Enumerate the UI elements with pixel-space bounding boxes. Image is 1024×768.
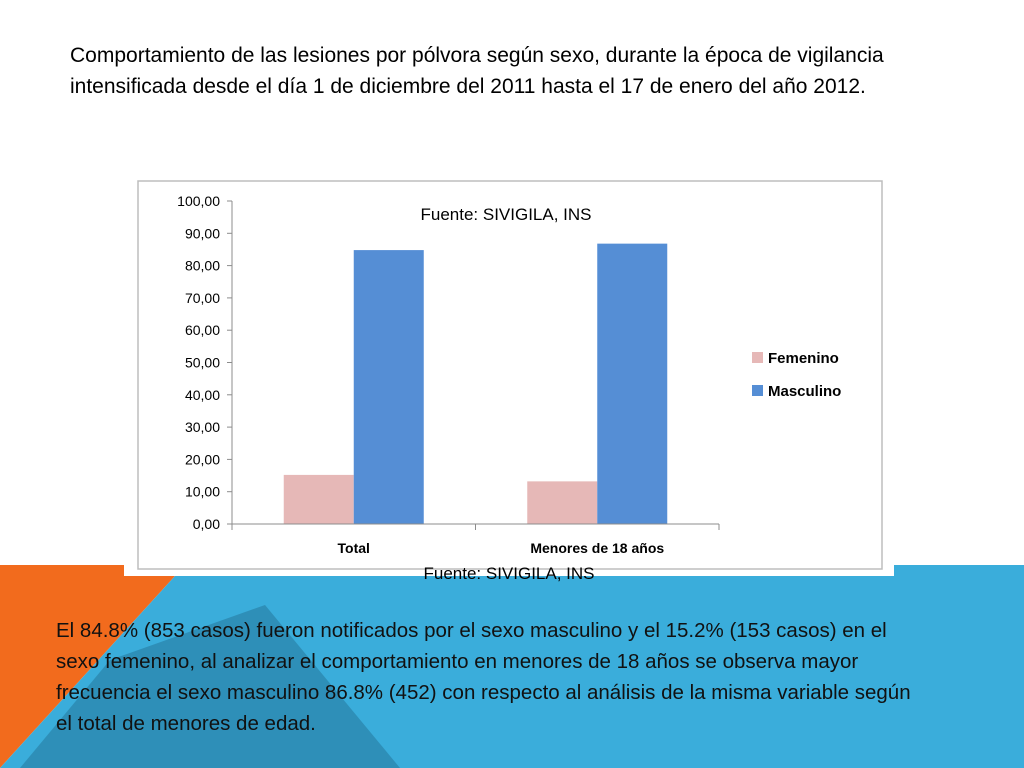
body-paragraph: El 84.8% (853 casos) fueron notificados …: [56, 619, 911, 735]
y-tick-label: 70,00: [185, 290, 220, 306]
y-tick-label: 30,00: [185, 419, 220, 435]
chart-source-note: Fuente: SIVIGILA, INS: [423, 564, 595, 583]
legend-swatch-femenino: [752, 352, 763, 363]
teal-shape: [20, 605, 400, 768]
y-tick-label: 90,00: [185, 225, 220, 241]
y-tick-label: 100,00: [177, 193, 220, 209]
y-tick-label: 10,00: [185, 484, 220, 500]
plot-border: [137, 180, 883, 570]
legend-swatch-masculino: [752, 385, 763, 396]
bar-femenino-2: [527, 481, 598, 524]
x-category-label: Total: [338, 540, 370, 556]
legend-label-masculino: Masculino: [768, 383, 841, 400]
chart-container: Fuente: SIVIGILA, INS 0,00 10,00 20,00 30,0…: [124, 176, 894, 583]
x-category-label: Menores de 18 años: [530, 540, 664, 556]
y-tick-label: 80,00: [185, 258, 220, 274]
chart-title: Fuente: SIVIGILA, INS: [420, 205, 591, 224]
slide-title: Comportamiento de las lesiones por pólvo…: [70, 44, 884, 98]
bar-femenino-1: [283, 474, 354, 524]
y-tick-label: 20,00: [185, 451, 220, 467]
y-tick-label: 60,00: [185, 322, 220, 338]
legend-label-femenino: Femenino: [768, 350, 839, 367]
y-tick-label: 50,00: [185, 355, 220, 371]
bar-masculino-2: [597, 243, 668, 525]
y-tick-label: 0,00: [193, 516, 220, 532]
y-tick-label: 40,00: [185, 387, 220, 403]
bar-chart: Fuente: SIVIGILA, INS 0,00 10,00 20,00 30,0…: [137, 180, 883, 570]
bar-masculino-1: [353, 250, 424, 524]
